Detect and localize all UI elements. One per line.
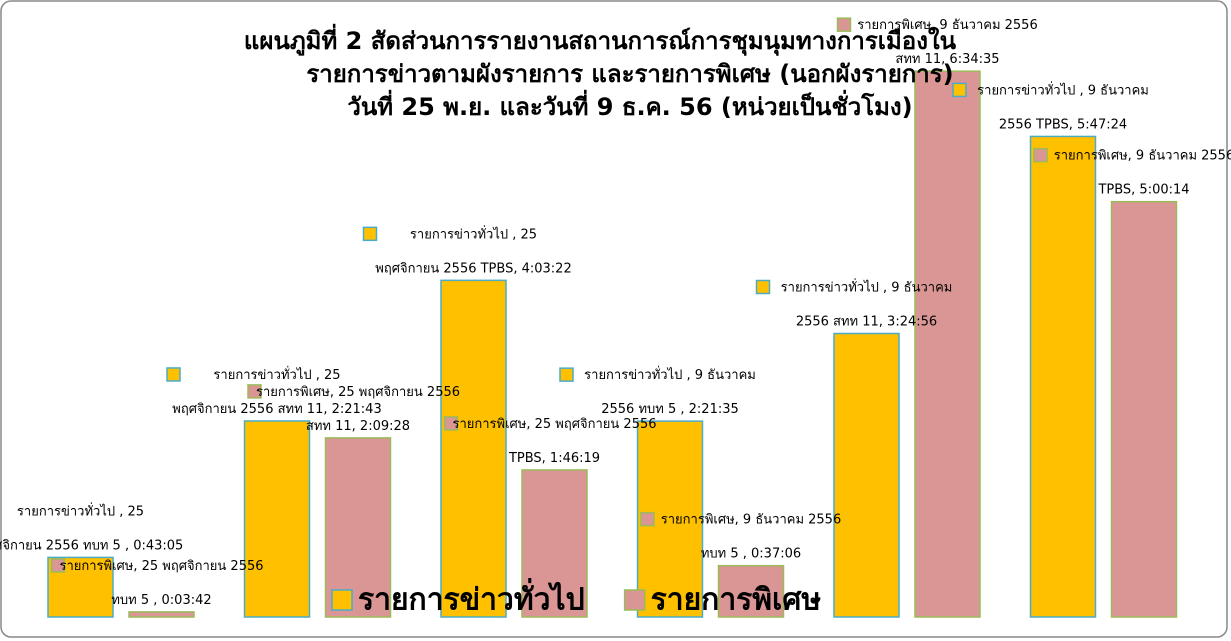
bar: [833, 332, 900, 618]
bar: [717, 564, 785, 618]
data-label-line: รายการข่าวทั่วไป , 25: [213, 365, 340, 382]
bar: [128, 611, 195, 618]
data-label-line: สทท 11, 6:34:35: [895, 52, 999, 67]
data-label-line: ทบท 5 , 0:37:06: [701, 546, 801, 561]
data-label-line: รายการพิเศษ, 9 ธันวาคม 2556: [1054, 148, 1231, 163]
data-label: รายการข่าวทั่วไป , 25 พฤศจิกายน 2556 สทท …: [172, 365, 381, 416]
data-label: รายการข่าวทั่วไป , 25 พฤศจิกายน 2556 TPBS…: [375, 225, 571, 276]
data-label-line: 2556 TPBS, 5:47:24: [999, 117, 1127, 132]
data-label-line: รายการพิเศษ, 25 พฤศจิกายน 2556: [59, 558, 263, 573]
legend-label: รายการข่าวทั่วไป: [358, 578, 585, 618]
bar: [243, 420, 311, 618]
data-label: รายการพิเศษ, 25 พฤศจิกายน 2556 TPBS, 1:46…: [452, 416, 656, 465]
data-label: รายการข่าวทั่วไป , 9 ธันวาคม 2556 ทบท 5 ,…: [584, 366, 756, 417]
chart-title: รายการข่าวตามผังรายการ และรายการพิเศษ (น…: [306, 60, 953, 88]
legend-key: [623, 589, 646, 611]
label-key: [50, 558, 66, 573]
data-label: รายการข่าวทั่วไป , 9 ธันวาคม 2556 สทท 11,…: [781, 278, 953, 329]
bar: [914, 70, 981, 618]
bar: [1029, 135, 1097, 618]
data-label-line: TPBS, 5:00:14: [1097, 182, 1189, 197]
data-label-line: 2556 สทท 11, 3:24:56: [796, 314, 937, 329]
data-label-line: รายการข่าวทั่วไป , 9 ธันวาคม: [977, 81, 1149, 98]
label-key: [640, 511, 655, 527]
label-key: [755, 279, 771, 295]
legend-key: [331, 589, 353, 611]
label-key: [362, 226, 378, 242]
bar: [440, 279, 507, 618]
data-label: รายการพิเศษ, 9 ธันวาคม 2556 สทท 11, 6:34:…: [857, 18, 1037, 67]
data-label-line: รายการข่าวทั่วไป , 25: [410, 225, 537, 242]
data-label: รายการพิเศษ, 9 ธันวาคม 2556 ทบท 5 , 0:37:…: [661, 512, 841, 561]
chart-title: แผนภูมิที่ 2 สัดส่วนการรายงานสถานการณ์กา…: [244, 23, 957, 57]
bar: [521, 469, 588, 618]
data-label: รายการข่าวทั่วไป , 9 ธันวาคม 2556 TPBS, 5…: [977, 81, 1149, 132]
data-label-line: สทท 11, 2:09:28: [306, 418, 410, 433]
data-label-line: รายการข่าวทั่วไป , 9 ธันวาคม: [584, 366, 756, 383]
data-label-line: พฤศจิกายน 2556 สทท 11, 2:21:43: [172, 401, 381, 416]
data-label-line: พฤศจิกายน 2556 TPBS, 4:03:22: [375, 261, 571, 276]
label-key: [836, 17, 852, 32]
data-label-line: พฤศจิกายน 2556 ทบท 5 , 0:43:05: [0, 538, 183, 553]
label-key: [952, 82, 967, 98]
data-label: รายการพิเศษ, 25 พฤศจิกายน 2556 สทท 11, 2:…: [256, 384, 460, 433]
data-label-line: ทบท 5 , 0:03:42: [111, 592, 211, 607]
data-label-line: TPBS, 1:46:19: [508, 450, 600, 465]
data-label-line: รายการข่าวทั่วไป , 9 ธันวาคม: [781, 278, 953, 295]
label-key: [559, 367, 574, 382]
data-label-line: รายการพิเศษ, 9 ธันวาคม 2556: [661, 512, 841, 527]
label-key: [247, 384, 262, 399]
data-label-line: รายการพิเศษ, 9 ธันวาคม 2556: [857, 18, 1037, 33]
data-label: รายการข่าวทั่วไป , 25 พฤศจิกายน 2556 ทบท …: [0, 502, 183, 553]
data-label-line: รายการพิเศษ, 25 พฤศจิกายน 2556: [452, 416, 656, 431]
data-label-line: รายการข่าวทั่วไป , 25: [17, 502, 144, 519]
data-label-line: รายการพิเศษ, 25 พฤศจิกายน 2556: [256, 384, 460, 399]
label-key: [1033, 147, 1048, 163]
bar: [324, 437, 392, 618]
legend-label: รายการพิเศษ: [651, 583, 822, 618]
data-label: รายการพิเศษ, 9 ธันวาคม 2556 TPBS, 5:00:14: [1054, 148, 1231, 197]
data-label-line: 2556 ทบท 5 , 2:21:35: [601, 402, 739, 417]
bar: [1110, 200, 1178, 618]
label-key: [166, 367, 181, 382]
chart-title: วันที่ 25 พ.ย. และวันที่ 9 ธ.ค. 56 (หน่ว…: [347, 89, 912, 121]
label-key: [443, 416, 459, 431]
data-label: รายการพิเศษ, 25 พฤศจิกายน 2556 ทบท 5 , 0:…: [59, 558, 263, 607]
